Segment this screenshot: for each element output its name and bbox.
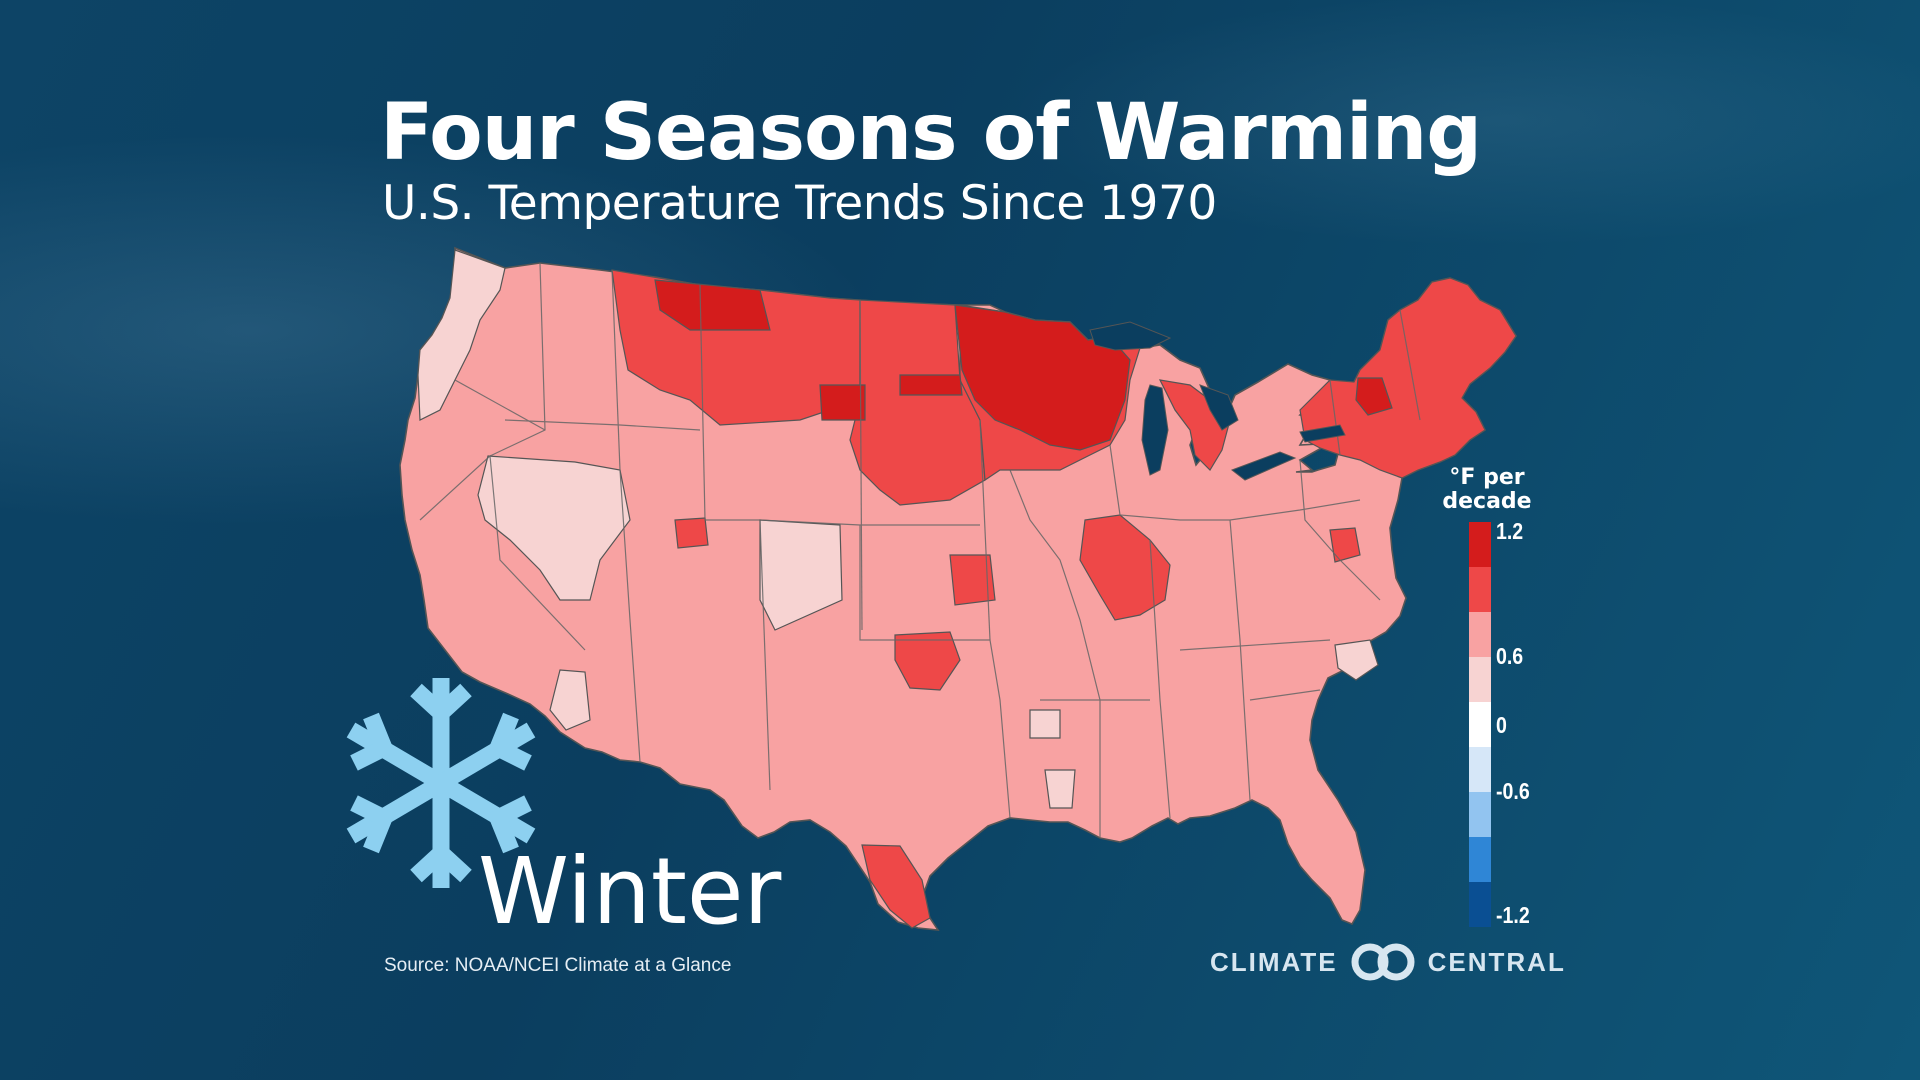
legend-tick-0: 0 [1496,712,1507,738]
legend-swatch [1469,837,1491,882]
legend-title-line1: °F per [1449,465,1525,490]
map-title: Four Seasons of Warming [380,88,1482,178]
legend-swatch [1469,567,1491,612]
region-socal-low [549,669,591,731]
lake-ontario [1299,424,1346,443]
legend-swatch [1469,747,1491,792]
region-upper-midwest-very-high [954,304,1131,451]
legend-swatch [1469,612,1491,657]
region-new-york-very-high [1355,377,1393,416]
great-lakes [1089,321,1346,481]
map-subtitle: U.S. Temperature Trends Since 1970 [382,176,1217,231]
source-credit: Source: NOAA/NCEI Climate at a Glance [384,955,732,976]
region-north-montana-very-high [654,279,771,331]
logo-text-left: CLIMATE [1210,946,1338,977]
lake-erie [1230,451,1297,481]
legend-swatch [1469,657,1491,702]
legend-title-line2: decade [1442,489,1532,514]
legend-swatch [1469,522,1491,567]
logo-text-right: CENTRAL [1427,946,1566,977]
snowflake-icon [346,678,536,888]
lake-superior [1089,321,1172,351]
region-pacific-coast-low [417,249,506,421]
region-kansas-high [949,554,996,606]
region-western-virginia-high [1329,527,1361,563]
legend-tick-0-6: 0.6 [1496,643,1524,669]
region-south-dakota-very-high [899,374,963,396]
legend-title: °F per decade [1442,466,1532,514]
legend-swatch [1469,792,1491,837]
lake-huron [1199,384,1239,431]
region-lower-mississippi-low [1029,709,1061,739]
region-utah-high [674,517,709,549]
region-louisiana-low [1044,769,1076,809]
region-oklahoma-high [894,631,961,691]
region-colorado-low [759,519,843,631]
legend-tick-neg-0-6: -0.6 [1496,778,1530,804]
warming-regions [417,249,1517,929]
region-great-basin-low [477,455,631,601]
region-wyoming-very-high [819,384,866,421]
climate-central-logo-icon [1351,943,1415,981]
state-boundary-lines [419,262,1421,838]
legend-swatch [1469,702,1491,747]
region-south-texas-high [861,844,931,929]
legend-tick-1-2: 1.2 [1496,518,1524,544]
legend-swatch [1469,882,1491,927]
region-illinois-high [1079,514,1171,621]
season-label: Winter [478,838,782,945]
climate-central-logo: CLIMATE CENTRAL [1210,942,1566,982]
region-dakotas-high [849,299,986,506]
lake-michigan [1141,384,1169,476]
region-south-carolina-low [1334,639,1379,681]
legend-tick-neg-1-2: -1.2 [1496,902,1530,928]
region-northeast-high [1299,277,1517,479]
legend-color-bar [1469,522,1491,927]
